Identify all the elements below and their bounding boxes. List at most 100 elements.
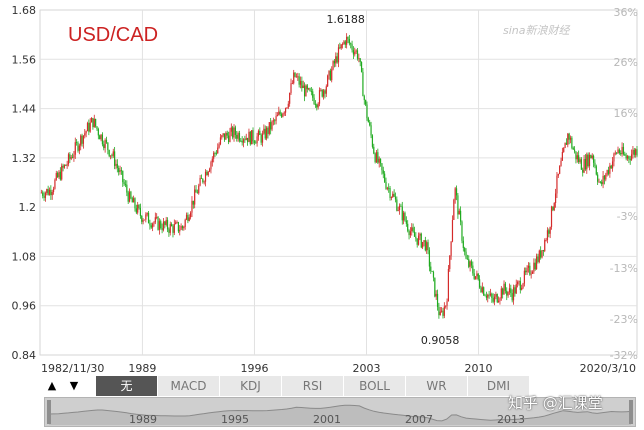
candle bbox=[397, 206, 399, 212]
candle bbox=[184, 218, 186, 230]
tab-indicator[interactable]: MACD bbox=[158, 376, 220, 396]
candle bbox=[550, 205, 553, 230]
candle bbox=[616, 152, 618, 155]
candle bbox=[297, 72, 299, 81]
candle bbox=[540, 246, 542, 260]
y-tick-label: 1.2 bbox=[19, 201, 37, 214]
candle bbox=[487, 293, 489, 303]
candle bbox=[339, 42, 341, 50]
annotations: 1.6188 0.9058 bbox=[326, 13, 459, 347]
candle bbox=[135, 204, 137, 215]
candle bbox=[267, 126, 269, 139]
candle bbox=[165, 216, 167, 227]
candle bbox=[133, 195, 135, 203]
candle bbox=[449, 255, 451, 272]
down-arrow-icon[interactable]: ▼ bbox=[69, 379, 79, 392]
candle bbox=[470, 259, 473, 269]
candle bbox=[394, 192, 397, 203]
candle bbox=[461, 220, 463, 244]
candle bbox=[602, 170, 604, 189]
y-tick-label: 1.56 bbox=[12, 53, 37, 66]
candle bbox=[166, 217, 169, 233]
candle bbox=[439, 306, 441, 316]
candle bbox=[253, 140, 255, 146]
candle bbox=[137, 201, 139, 215]
candle bbox=[390, 196, 393, 201]
candle bbox=[241, 136, 243, 146]
candle bbox=[400, 203, 402, 207]
candle bbox=[40, 189, 42, 194]
candle bbox=[142, 218, 144, 225]
candle bbox=[538, 249, 540, 264]
candle bbox=[506, 287, 508, 301]
candle bbox=[492, 293, 494, 304]
candle bbox=[66, 160, 68, 169]
candle bbox=[303, 82, 306, 102]
candle bbox=[80, 134, 82, 151]
tab-indicator[interactable]: BOLL bbox=[344, 376, 406, 396]
tab-indicator[interactable]: KDJ bbox=[220, 376, 282, 396]
candle bbox=[382, 166, 384, 179]
candle bbox=[451, 215, 454, 243]
candle bbox=[462, 236, 464, 252]
candle bbox=[204, 169, 207, 187]
candle bbox=[575, 151, 577, 164]
candle bbox=[256, 132, 258, 147]
candle bbox=[591, 153, 593, 160]
candle bbox=[422, 241, 424, 250]
candle bbox=[576, 152, 578, 163]
candle bbox=[324, 89, 326, 99]
candle bbox=[617, 146, 619, 154]
candle bbox=[51, 189, 53, 200]
candle bbox=[320, 88, 322, 92]
tab-indicator[interactable]: DMI bbox=[468, 376, 530, 396]
candle bbox=[573, 146, 576, 154]
candle bbox=[280, 112, 283, 119]
tab-indicator[interactable]: WR bbox=[406, 376, 468, 396]
candle bbox=[549, 226, 551, 239]
candle bbox=[480, 285, 482, 293]
candle bbox=[468, 255, 470, 269]
candle bbox=[626, 154, 629, 161]
candle bbox=[176, 220, 178, 224]
candle bbox=[523, 267, 525, 287]
y-right-tick-label: -13% bbox=[610, 262, 638, 275]
candle bbox=[230, 123, 232, 137]
candle bbox=[346, 33, 348, 49]
candle bbox=[172, 224, 174, 238]
candle bbox=[392, 191, 394, 198]
candle bbox=[295, 73, 298, 78]
candle bbox=[526, 265, 528, 276]
candle bbox=[530, 270, 532, 279]
sina-logo: sina新浪财经 bbox=[503, 24, 570, 37]
candle bbox=[48, 187, 51, 196]
price-annotation: 1.6188 bbox=[326, 13, 365, 26]
candle bbox=[145, 212, 147, 223]
candle bbox=[408, 229, 410, 240]
candle bbox=[161, 223, 163, 234]
candle bbox=[447, 265, 450, 302]
candle bbox=[565, 138, 568, 145]
candle bbox=[331, 66, 333, 83]
candle bbox=[219, 133, 222, 146]
candle bbox=[95, 118, 97, 128]
tab-indicator[interactable]: 无 bbox=[96, 376, 158, 396]
candle bbox=[606, 169, 608, 177]
plot-border bbox=[39, 9, 638, 356]
candle bbox=[279, 109, 281, 117]
candle bbox=[474, 276, 477, 280]
candle bbox=[341, 42, 344, 49]
navigator-right-handle[interactable] bbox=[629, 400, 633, 424]
tab-indicator[interactable]: RSI bbox=[282, 376, 344, 396]
candle bbox=[511, 289, 513, 303]
range-navigator[interactable]: 1989 1995 2001 2007 2013 bbox=[44, 397, 636, 427]
up-arrow-icon[interactable]: ▲ bbox=[47, 379, 57, 392]
candle bbox=[112, 148, 114, 158]
candle bbox=[370, 121, 372, 139]
candle bbox=[203, 180, 205, 185]
candle bbox=[622, 143, 625, 156]
candle bbox=[605, 172, 607, 182]
navigator-left-handle[interactable] bbox=[47, 400, 51, 424]
candle bbox=[495, 291, 497, 300]
candle bbox=[553, 202, 555, 212]
